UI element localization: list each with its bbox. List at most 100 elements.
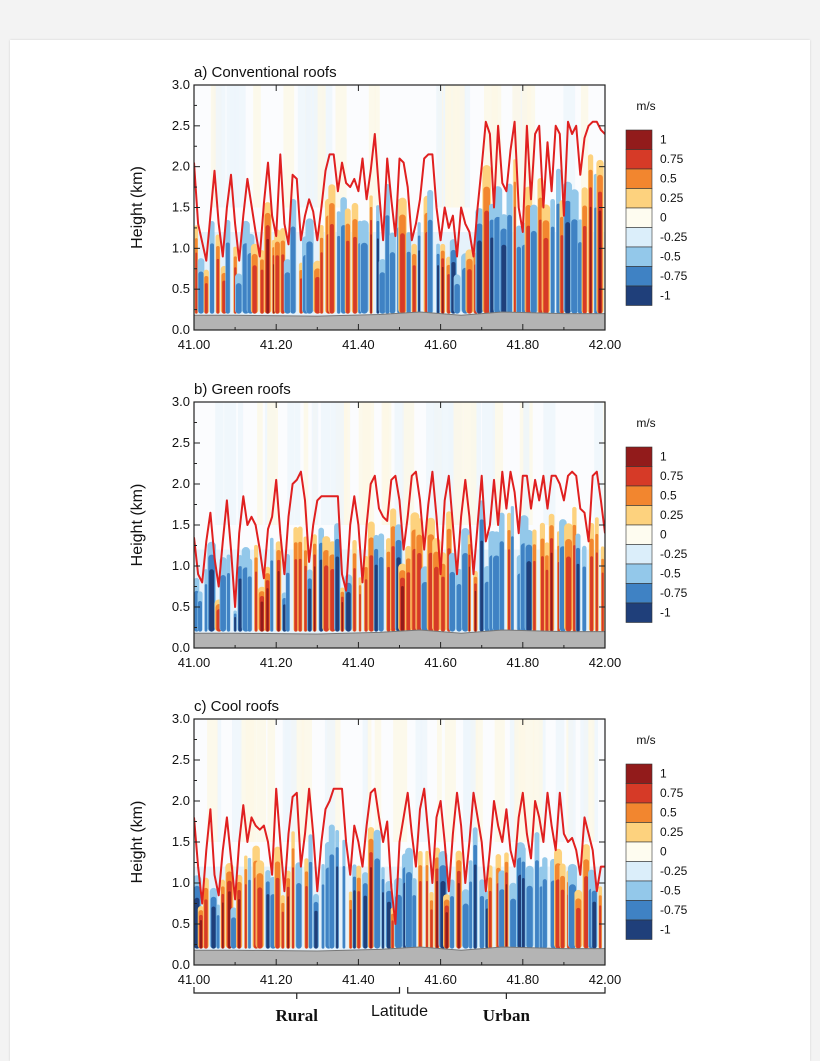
colorbar-swatch	[625, 149, 653, 170]
colorbar-swatch	[625, 168, 653, 189]
field-streak	[522, 878, 525, 949]
field-streak-upper	[523, 402, 530, 525]
colorbar-unit: m/s	[636, 733, 655, 747]
colorbar-label: -0.75	[660, 903, 688, 917]
colorbar-label: -0.25	[660, 864, 688, 878]
x-tick-label: 41.20	[260, 972, 293, 987]
field-streak-upper	[294, 402, 301, 525]
field-streak-upper	[543, 402, 556, 525]
field-streak	[598, 210, 602, 314]
field-streak	[210, 243, 215, 314]
field-streak	[329, 223, 334, 314]
x-tick-label: 41.60	[424, 655, 457, 670]
field-streak	[211, 906, 216, 949]
field-streak	[576, 907, 581, 949]
field-streak-upper	[267, 719, 276, 842]
field-streak	[370, 234, 372, 314]
x-tick-label: 41.00	[178, 337, 211, 352]
field-streak	[584, 876, 589, 949]
field-streak	[387, 566, 390, 632]
colorbar-swatch	[625, 919, 653, 940]
colorbar-label: -0.5	[660, 250, 681, 264]
field-streak	[457, 882, 460, 949]
field-streak	[468, 566, 470, 632]
field-streak	[533, 560, 536, 632]
field-streak	[231, 917, 237, 949]
field-streak	[543, 237, 549, 314]
field-streak	[260, 601, 264, 632]
field-streak	[386, 901, 391, 949]
field-streak	[493, 555, 500, 632]
colorbar-label: -0.5	[660, 567, 681, 581]
colorbar-label: -0.5	[660, 884, 681, 898]
field-streak-upper	[306, 85, 318, 208]
field-streak	[353, 568, 356, 632]
field-streak-upper	[267, 402, 279, 525]
field-streak	[578, 242, 583, 314]
y-tick-label: 0.0	[172, 957, 190, 972]
field-streak-upper	[253, 85, 261, 208]
field-streak-upper	[492, 402, 504, 525]
y-axis-label: Height (km)	[129, 801, 146, 884]
y-tick-label: 3.0	[172, 77, 190, 92]
field-streak	[363, 895, 368, 949]
field-streak	[400, 233, 405, 314]
field-streak	[576, 563, 580, 632]
x-tick-label: 41.60	[424, 337, 457, 352]
field-streak	[292, 867, 295, 949]
field-streak	[248, 879, 251, 949]
boundary-layer-line	[194, 787, 605, 925]
field-streak	[360, 242, 368, 314]
field-streak	[467, 269, 472, 314]
field-streak	[216, 915, 220, 949]
field-streak	[238, 899, 241, 949]
colorbar-swatch	[625, 841, 653, 862]
y-tick-label: 0.0	[172, 322, 190, 337]
field-streak	[275, 877, 280, 949]
field-streak-upper	[420, 719, 428, 842]
colorbar-label: 0	[660, 845, 667, 859]
field-streak	[526, 225, 531, 314]
field-streak	[480, 540, 484, 632]
field-streak	[595, 552, 598, 632]
field-streak	[369, 867, 373, 949]
field-streak	[337, 235, 341, 314]
x-tick-label: 41.80	[507, 972, 540, 987]
field-streak	[545, 569, 549, 632]
field-streak	[462, 552, 469, 632]
field-streak	[484, 210, 490, 314]
field-streak	[225, 242, 230, 314]
colorbar-unit: m/s	[636, 416, 655, 430]
x-tick-label: 41.20	[260, 337, 293, 352]
field-streak-upper	[240, 719, 255, 842]
field-streak-upper	[237, 402, 244, 525]
field-streak	[555, 879, 561, 949]
field-streak	[426, 880, 428, 949]
field-streak	[320, 252, 323, 314]
colorbar-label: 0.5	[660, 806, 677, 820]
colorbar-label: 1	[660, 767, 667, 781]
field-streak	[560, 889, 565, 949]
field-streak	[298, 558, 302, 632]
field-streak	[341, 602, 344, 632]
field-streak	[385, 215, 390, 314]
field-streak	[401, 585, 404, 632]
field-streak-upper	[415, 719, 423, 842]
field-streak	[222, 280, 227, 314]
colorbar-swatch	[625, 524, 653, 545]
region-bracket	[407, 987, 606, 999]
field-streak	[315, 276, 321, 314]
field-streak	[374, 564, 378, 632]
field-streak	[550, 226, 555, 314]
field-streak	[222, 902, 224, 949]
field-streak	[305, 886, 308, 949]
y-tick-label: 1.5	[172, 834, 190, 849]
field-streak	[542, 879, 547, 949]
field-streak	[437, 265, 440, 314]
colorbar-swatch	[625, 544, 653, 565]
field-streak	[290, 226, 296, 314]
field-streak	[299, 278, 303, 314]
x-tick-label: 42.00	[589, 655, 622, 670]
field-streak	[449, 571, 456, 632]
field-streak-upper	[321, 85, 333, 208]
